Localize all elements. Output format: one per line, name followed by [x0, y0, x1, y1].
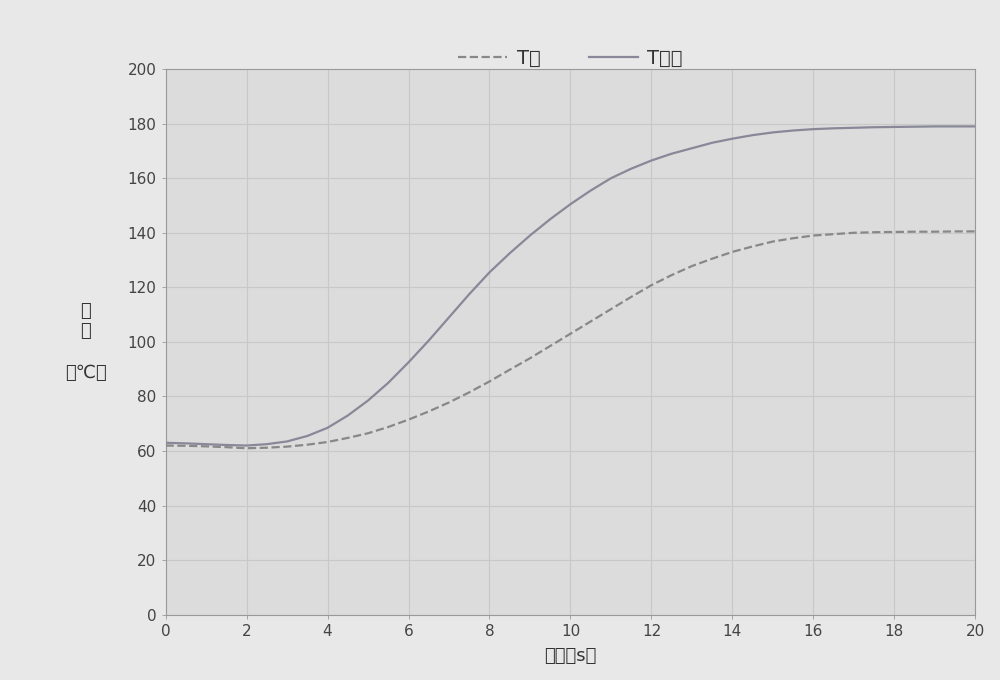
- X-axis label: 时间（s）: 时间（s）: [544, 647, 597, 665]
- Legend: T测, T实际: T测, T实际: [450, 41, 691, 75]
- Y-axis label: 温
度

（℃）: 温 度 （℃）: [65, 302, 107, 382]
